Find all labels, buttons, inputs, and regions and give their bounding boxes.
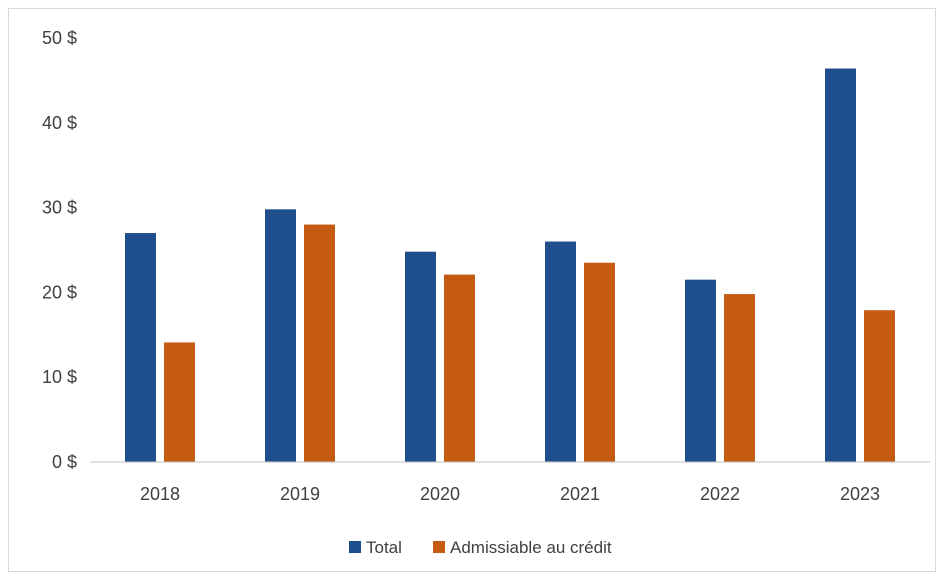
bar-admissiable-au-cr-dit-2018 [164,342,195,462]
legend-swatch [433,541,445,553]
x-tick-label: 2020 [420,484,460,504]
bar-admissiable-au-cr-dit-2021 [584,262,615,462]
legend: Total Admissiable au crédit [349,538,612,557]
bar-total-2023 [825,68,856,462]
y-tick-label: 10 $ [42,367,77,387]
bar-total-2019 [265,209,296,462]
legend-swatch [349,541,361,553]
x-axis-labels: 2018 2019 2020 2021 2022 2023 [140,484,880,504]
x-tick-label: 2021 [560,484,600,504]
y-tick-label: 20 $ [42,282,77,302]
legend-label: Total [366,538,402,557]
bar-admissiable-au-cr-dit-2020 [444,274,475,462]
legend-label: Admissiable au crédit [450,538,612,557]
bar-total-2020 [405,251,436,462]
y-tick-label: 30 $ [42,198,77,218]
bars [125,68,895,462]
bar-admissiable-au-cr-dit-2023 [864,310,895,462]
bar-total-2018 [125,233,156,462]
y-tick-label: 0 $ [52,452,77,472]
x-tick-label: 2019 [280,484,320,504]
bar-admissiable-au-cr-dit-2019 [304,224,335,462]
x-tick-label: 2018 [140,484,180,504]
bar-total-2021 [545,241,576,462]
y-axis-ticks: 0 $ 10 $ 20 $ 30 $ 40 $ 50 $ [42,28,77,472]
x-tick-label: 2022 [700,484,740,504]
y-tick-label: 40 $ [42,113,77,133]
bar-admissiable-au-cr-dit-2022 [724,294,755,462]
bar-total-2022 [685,279,716,462]
x-tick-label: 2023 [840,484,880,504]
y-tick-label: 50 $ [42,28,77,48]
